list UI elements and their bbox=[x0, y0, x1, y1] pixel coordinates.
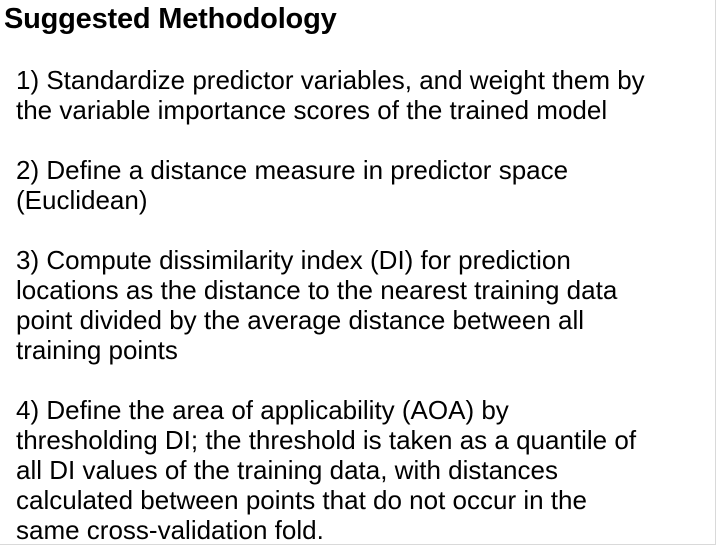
step-4: 4) Define the area of applicability (AOA… bbox=[16, 395, 637, 545]
step-3: 3) Compute dissimilarity index (DI) for … bbox=[16, 245, 618, 365]
step-1: 1) Standardize predictor variables, and … bbox=[16, 65, 645, 125]
page-title: Suggested Methodology bbox=[4, 3, 337, 35]
step-2: 2) Define a distance measure in predicto… bbox=[16, 155, 569, 215]
methodology-steps: 1) Standardize predictor variables, and … bbox=[16, 65, 714, 545]
